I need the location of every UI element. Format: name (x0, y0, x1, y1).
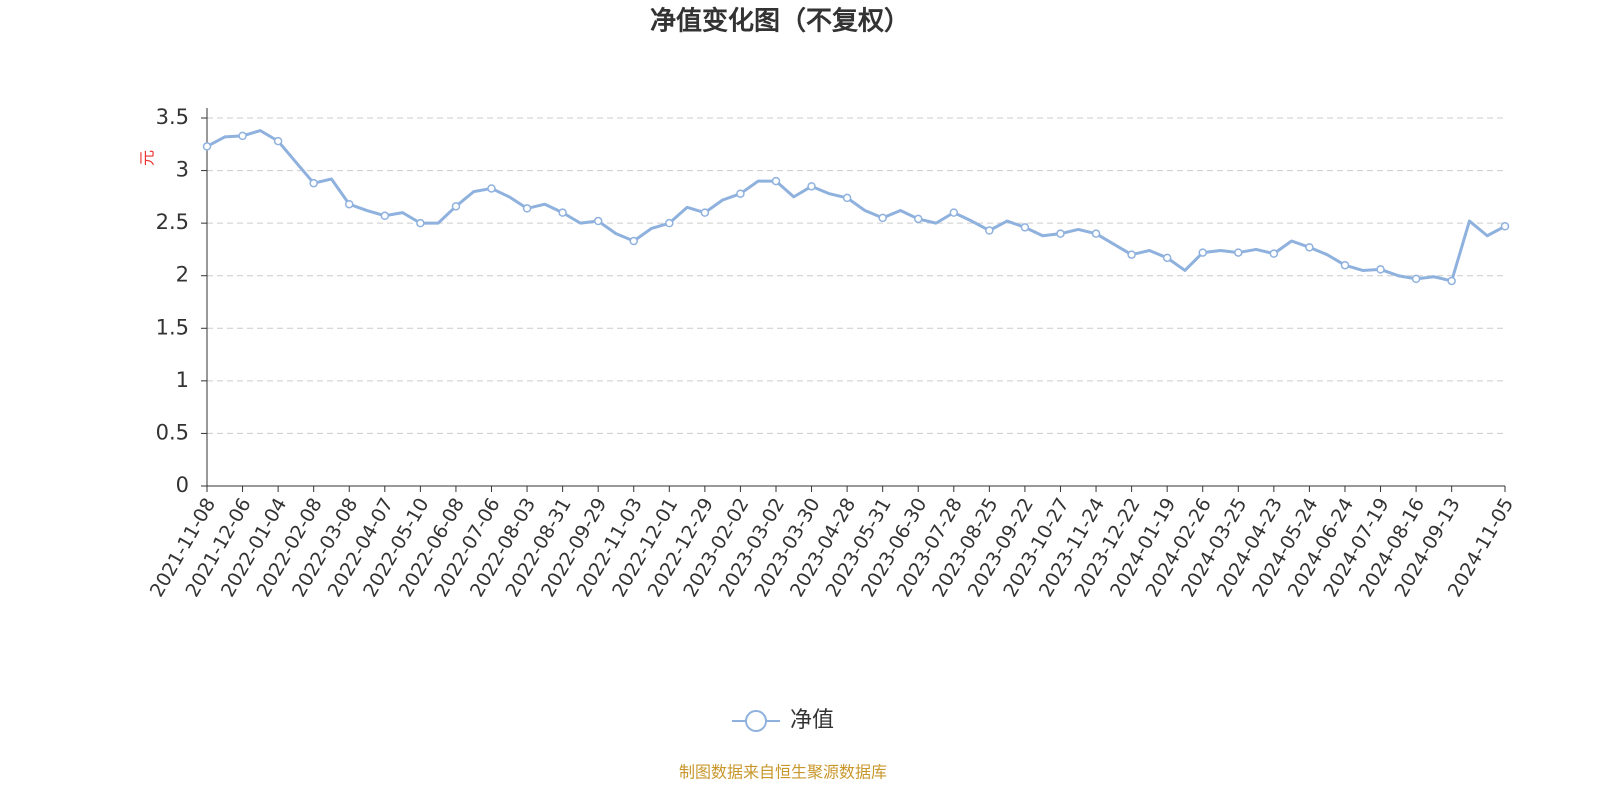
point-marker (1340, 260, 1350, 270)
point-marker (1056, 229, 1065, 238)
y-tick-label: 1 (176, 368, 189, 392)
point-marker (1091, 229, 1101, 238)
point-marker (1447, 276, 1456, 286)
point-marker (949, 208, 959, 217)
y-tick-label: 3.5 (156, 105, 189, 129)
point-marker (451, 202, 461, 211)
point-marker (1127, 250, 1136, 259)
source-note: 制图数据来自恒生聚源数据库 (679, 763, 887, 782)
y-axis-label: 元 (138, 150, 157, 166)
point-marker (1198, 248, 1207, 257)
point-marker (487, 184, 496, 193)
point-marker (238, 131, 247, 141)
point-marker (558, 208, 567, 217)
point-marker (593, 216, 603, 226)
point-marker (629, 236, 638, 246)
point-marker (1500, 222, 1510, 231)
point-marker (1305, 243, 1314, 252)
point-marker (807, 182, 816, 191)
point-marker (736, 189, 745, 198)
point-marker (665, 218, 674, 228)
point-marker (1162, 253, 1172, 263)
point-marker (273, 136, 283, 146)
point-marker (1234, 248, 1243, 257)
point-marker (1411, 274, 1421, 284)
point-marker (416, 218, 425, 228)
point-marker (522, 204, 532, 213)
point-marker (1376, 265, 1385, 274)
point-marker (380, 211, 390, 221)
y-tick-label: 2 (176, 263, 189, 287)
y-tick-label: 2.5 (156, 210, 189, 234)
point-marker (309, 178, 318, 188)
point-marker (1020, 223, 1030, 232)
legend-label: 净值 (790, 708, 834, 733)
chart-title: 净值变化图（不复权） (650, 6, 910, 37)
point-marker (1269, 249, 1279, 258)
y-tick-label: 0 (176, 473, 189, 497)
y-tick-label: 0.5 (156, 420, 189, 444)
y-tick-label: 1.5 (156, 315, 189, 339)
legend-marker (745, 710, 767, 732)
point-marker (771, 176, 781, 186)
series-line (206, 129, 1506, 283)
point-marker (842, 193, 852, 203)
point-marker (913, 214, 923, 224)
point-marker (344, 199, 354, 209)
point-marker (700, 208, 710, 217)
point-marker (202, 142, 212, 151)
y-tick-label: 3 (176, 158, 189, 182)
point-marker (985, 226, 994, 235)
point-marker (878, 213, 887, 223)
